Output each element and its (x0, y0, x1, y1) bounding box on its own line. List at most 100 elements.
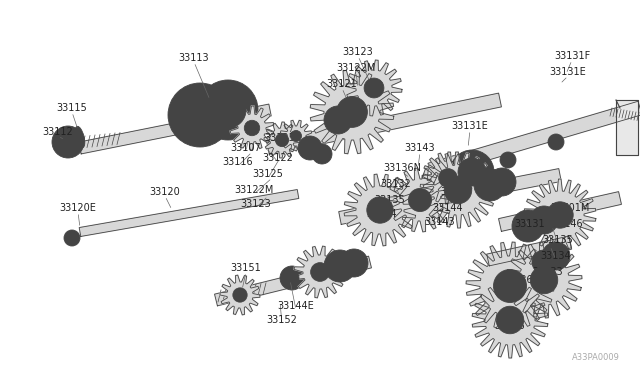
Text: 33125: 33125 (264, 133, 296, 143)
Circle shape (64, 230, 80, 246)
Text: 33121: 33121 (326, 79, 357, 89)
Text: 33146: 33146 (553, 219, 583, 229)
Circle shape (337, 97, 367, 127)
Text: 33144E: 33144E (278, 301, 314, 311)
Circle shape (312, 144, 332, 164)
Circle shape (316, 148, 328, 160)
Circle shape (218, 100, 238, 120)
Circle shape (52, 126, 84, 158)
Circle shape (493, 173, 511, 191)
Polygon shape (344, 174, 416, 246)
Circle shape (188, 103, 212, 127)
Text: 33143: 33143 (425, 217, 455, 227)
Circle shape (532, 250, 556, 274)
Text: 33116: 33116 (223, 157, 253, 167)
Circle shape (244, 120, 260, 136)
Ellipse shape (69, 231, 75, 245)
Circle shape (512, 210, 544, 242)
Circle shape (438, 169, 458, 187)
Circle shape (408, 189, 431, 212)
Polygon shape (264, 122, 300, 158)
Circle shape (537, 255, 551, 269)
Circle shape (303, 141, 317, 155)
Circle shape (298, 136, 322, 160)
Circle shape (535, 211, 553, 229)
Polygon shape (294, 246, 346, 298)
Circle shape (458, 158, 486, 186)
Circle shape (518, 216, 538, 236)
Text: 33134: 33134 (541, 251, 572, 261)
Text: 33120E: 33120E (60, 203, 97, 213)
Text: 33133: 33133 (532, 267, 563, 277)
Polygon shape (214, 256, 371, 306)
Polygon shape (420, 152, 496, 228)
Polygon shape (466, 242, 554, 330)
Polygon shape (486, 236, 572, 266)
Circle shape (542, 242, 570, 270)
Text: 33147: 33147 (440, 187, 472, 197)
Circle shape (59, 133, 77, 151)
Circle shape (367, 197, 393, 223)
Text: 33136: 33136 (495, 321, 525, 331)
Text: 33113: 33113 (179, 53, 209, 63)
Polygon shape (79, 104, 271, 154)
Polygon shape (506, 242, 582, 318)
Polygon shape (346, 60, 402, 116)
Polygon shape (280, 120, 312, 152)
Circle shape (547, 247, 565, 265)
Ellipse shape (76, 126, 84, 148)
Polygon shape (79, 190, 299, 237)
Polygon shape (388, 168, 452, 232)
Text: 33132: 33132 (381, 179, 412, 189)
Text: A33PA0009: A33PA0009 (572, 353, 620, 362)
Text: 33131F: 33131F (554, 51, 590, 61)
Circle shape (233, 288, 247, 302)
Circle shape (59, 133, 77, 151)
Text: 33151: 33151 (230, 263, 261, 273)
Circle shape (345, 254, 363, 272)
Polygon shape (616, 100, 638, 155)
Circle shape (444, 176, 472, 204)
Circle shape (275, 134, 289, 147)
Text: 33120: 33120 (150, 187, 180, 197)
Circle shape (480, 175, 500, 195)
Circle shape (531, 266, 557, 294)
Circle shape (63, 137, 73, 147)
Circle shape (210, 92, 246, 128)
Text: 33123: 33123 (241, 199, 271, 209)
Text: 33134: 33134 (367, 209, 397, 219)
Circle shape (493, 269, 527, 302)
Circle shape (330, 112, 346, 128)
Text: 33112: 33112 (43, 127, 74, 137)
Circle shape (330, 256, 350, 276)
Circle shape (548, 134, 564, 150)
Text: 33136: 33136 (502, 275, 533, 285)
Polygon shape (310, 70, 394, 154)
Text: 33107: 33107 (230, 143, 261, 153)
Circle shape (180, 95, 220, 135)
Circle shape (530, 206, 558, 234)
Circle shape (552, 138, 560, 146)
Circle shape (210, 92, 246, 128)
Text: 33144: 33144 (433, 203, 463, 213)
Circle shape (504, 156, 512, 164)
Circle shape (310, 263, 330, 281)
Circle shape (285, 271, 299, 285)
Circle shape (450, 150, 494, 194)
Polygon shape (422, 152, 474, 204)
Polygon shape (428, 101, 640, 177)
Circle shape (474, 169, 506, 201)
Circle shape (496, 306, 524, 334)
Circle shape (364, 78, 384, 98)
Circle shape (168, 83, 232, 147)
Text: 33143: 33143 (404, 143, 435, 153)
Circle shape (340, 249, 368, 277)
Polygon shape (339, 169, 561, 224)
Polygon shape (524, 179, 596, 251)
Text: 33122M: 33122M (234, 185, 274, 195)
Text: 33122: 33122 (262, 153, 293, 163)
Polygon shape (230, 106, 274, 150)
Circle shape (547, 202, 573, 228)
Text: 33131E: 33131E (550, 67, 586, 77)
Polygon shape (267, 93, 501, 155)
